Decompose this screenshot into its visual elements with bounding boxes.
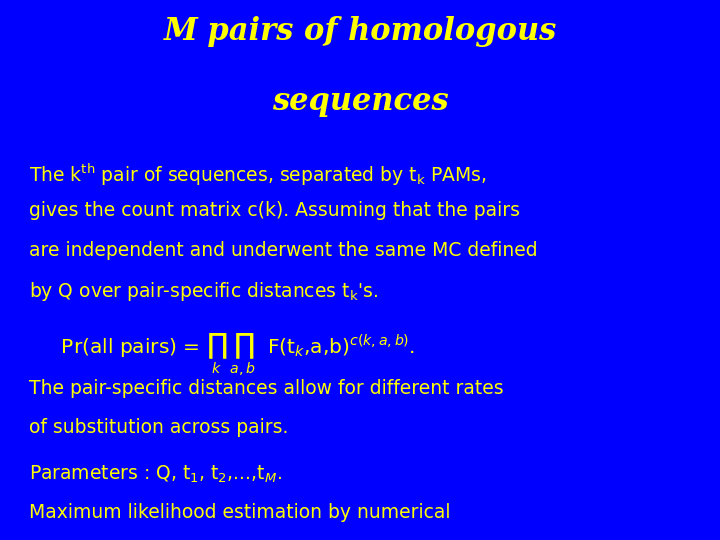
Text: The pair-specific distances allow for different rates: The pair-specific distances allow for di… xyxy=(29,379,503,398)
Text: Parameters : Q, t$_1$, t$_2$,...,t$_M$.: Parameters : Q, t$_1$, t$_2$,...,t$_M$. xyxy=(29,463,282,485)
Text: Maximum likelihood estimation by numerical: Maximum likelihood estimation by numeric… xyxy=(29,503,450,522)
Text: by Q over pair-specific distances t$_{\mathregular{k}}$'s.: by Q over pair-specific distances t$_{\m… xyxy=(29,280,378,303)
Text: Pr(all pairs) = $\prod_k$ $\prod_{a,b}$  F(t$_k$,a,b)$^{c(k,a,b)}$.: Pr(all pairs) = $\prod_k$ $\prod_{a,b}$ … xyxy=(29,332,415,379)
Text: M pairs of homologous: M pairs of homologous xyxy=(163,16,557,47)
Text: of substitution across pairs.: of substitution across pairs. xyxy=(29,418,288,437)
Text: gives the count matrix c(k). Assuming that the pairs: gives the count matrix c(k). Assuming th… xyxy=(29,201,520,220)
Text: sequences: sequences xyxy=(271,86,449,117)
Text: The k$^{\mathregular{th}}$ pair of sequences, separated by t$_{\mathregular{k}}$: The k$^{\mathregular{th}}$ pair of seque… xyxy=(29,162,487,188)
Text: are independent and underwent the same MC defined: are independent and underwent the same M… xyxy=(29,241,537,260)
